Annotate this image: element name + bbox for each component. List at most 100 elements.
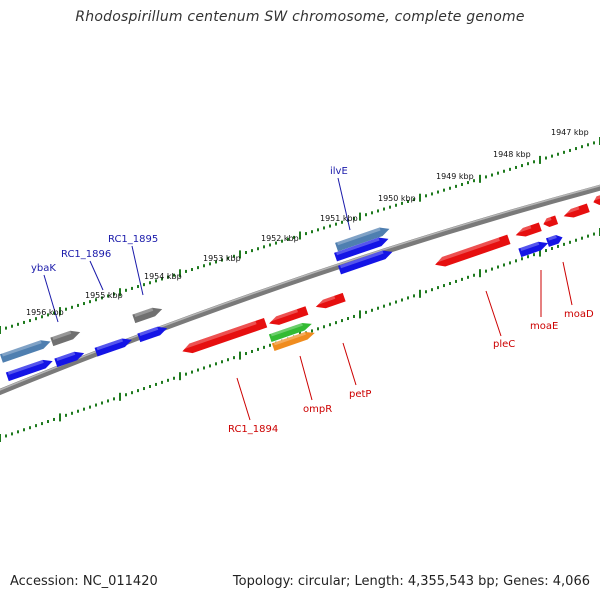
inner-scale-tick bbox=[449, 282, 451, 285]
gene-ybaK-cds bbox=[54, 351, 85, 368]
outer-scale-tick bbox=[65, 307, 67, 311]
gene-rc1-1895-pseudo-body bbox=[132, 307, 163, 324]
inner-scale-tick bbox=[203, 366, 205, 370]
outer-scale-tick bbox=[593, 141, 595, 145]
connector-moaD bbox=[562, 261, 573, 306]
inner-scale-tick bbox=[401, 298, 403, 302]
outer-scale-tick bbox=[29, 319, 31, 323]
gene-rc1-1896-cds bbox=[94, 338, 132, 357]
outer-scale-tick bbox=[143, 283, 145, 287]
connector-ybaK bbox=[43, 274, 59, 323]
inner-scale-tick bbox=[551, 246, 553, 250]
gene-moaE-cds-body bbox=[518, 241, 549, 258]
scale-label-1955: 1955 kbp bbox=[85, 291, 123, 300]
scale-label-1948: 1948 kbp bbox=[493, 150, 531, 159]
outer-scale-tick bbox=[503, 169, 505, 173]
inner-scale-tick bbox=[575, 238, 577, 242]
inner-scale-tick bbox=[425, 290, 427, 294]
inner-scale-tick bbox=[209, 364, 211, 368]
outer-scale-tick bbox=[485, 175, 487, 179]
connector-rc1-1894 bbox=[236, 377, 251, 421]
inner-scale-tick bbox=[95, 403, 97, 407]
gene-right-2 bbox=[593, 193, 600, 205]
map-title: Rhodospirillum centenum SW chromosome, c… bbox=[75, 9, 525, 25]
gene-ompR-upstream-shine bbox=[269, 309, 298, 322]
outer-scale-tick bbox=[359, 212, 361, 221]
outer-scale-tick bbox=[533, 160, 535, 164]
gene-label-rc1-1894[interactable]: RC1_1894 bbox=[228, 424, 278, 435]
gene-label-ompR[interactable]: ompR bbox=[303, 404, 332, 415]
gene-ybaK-pseudo-body bbox=[50, 330, 81, 347]
outer-scale-tick bbox=[203, 264, 205, 268]
gene-label-rc1-1896[interactable]: RC1_1896 bbox=[61, 249, 111, 260]
gene-moaD-cds bbox=[545, 234, 563, 247]
inner-scale-tick bbox=[383, 304, 385, 308]
gene-label-ybaK[interactable]: ybaK bbox=[31, 263, 56, 274]
outer-scale-tick bbox=[191, 268, 193, 272]
gene-moaE-cds bbox=[518, 241, 549, 258]
gene-pleC-shine bbox=[435, 237, 500, 263]
outer-scale-tick bbox=[0, 326, 1, 334]
inner-scale-tick bbox=[497, 265, 499, 269]
connector-petP bbox=[342, 342, 357, 386]
outer-scale-tick bbox=[431, 192, 433, 196]
inner-scale-tick bbox=[125, 393, 127, 397]
gene-label-pleC[interactable]: pleC bbox=[493, 339, 515, 350]
gene-ompR-orange bbox=[271, 331, 315, 351]
gene-ilvE-cds bbox=[334, 237, 389, 262]
outer-scale-tick bbox=[155, 279, 157, 283]
accession-text: Accession: NC_011420 bbox=[10, 574, 158, 589]
outer-scale-tick bbox=[245, 251, 247, 255]
outer-scale-tick bbox=[101, 296, 103, 300]
outer-scale-tick bbox=[35, 317, 37, 321]
gene-ybaK-rna bbox=[0, 340, 51, 363]
gene-rc1-1894 bbox=[182, 317, 268, 354]
inner-scale-tick bbox=[119, 392, 121, 401]
outer-scale-tick bbox=[479, 174, 481, 183]
inner-scale-tick bbox=[311, 329, 313, 333]
outer-scale-tick bbox=[227, 256, 229, 260]
inner-scale-tick bbox=[179, 372, 181, 381]
inner-scale-tick bbox=[437, 286, 439, 290]
forward-gene-labels: ilvE RC1_1895 RC1_1896 ybaK bbox=[31, 166, 348, 274]
outer-scale-tick bbox=[395, 203, 397, 207]
gene-label-moaE[interactable]: moaE bbox=[530, 321, 558, 332]
gene-label-ilvE[interactable]: ilvE bbox=[330, 166, 348, 177]
outer-scale-tick bbox=[353, 216, 355, 220]
outer-scale-tick bbox=[407, 199, 409, 203]
outer-scale-tick bbox=[323, 226, 325, 230]
inner-scale-tick bbox=[395, 300, 397, 304]
gene-moaD-cds-body bbox=[545, 234, 563, 247]
gene-ompR-green-shine bbox=[270, 322, 303, 337]
outer-scale-tick bbox=[473, 179, 475, 183]
gene-rc1-1895-cds-body bbox=[137, 326, 168, 343]
inner-scale-tick bbox=[461, 277, 463, 281]
gene-ilvE-rna bbox=[335, 227, 390, 252]
inner-scale-tick bbox=[485, 269, 487, 273]
inner-scale-tick bbox=[443, 284, 445, 288]
gene-label-rc1-1895[interactable]: RC1_1895 bbox=[108, 234, 158, 245]
outer-scale-tick bbox=[545, 156, 547, 160]
outer-scale-tick bbox=[215, 260, 217, 264]
inner-scale-tick bbox=[47, 420, 49, 424]
outer-scale-tick bbox=[11, 324, 13, 328]
outer-scale-tick bbox=[161, 277, 163, 281]
gene-moaD bbox=[543, 215, 559, 227]
inner-scale-tick bbox=[59, 413, 61, 422]
outer-scale-tick bbox=[95, 298, 97, 302]
gene-label-moaD[interactable]: moaD bbox=[564, 309, 594, 320]
inner-scale-tick bbox=[389, 302, 391, 306]
gene-moaD-cds-shine bbox=[547, 234, 557, 241]
inner-scale-tick bbox=[0, 434, 1, 442]
scale-ticks bbox=[0, 137, 600, 442]
outer-scale-tick bbox=[77, 303, 79, 307]
outer-scale-tick bbox=[137, 285, 139, 289]
gene-left-cds-shine bbox=[7, 359, 44, 375]
gene-label-petP[interactable]: petP bbox=[349, 389, 371, 400]
outer-scale-tick bbox=[449, 186, 451, 190]
gene-ilvE-cds-shine bbox=[335, 237, 380, 256]
gene-right-1-body bbox=[563, 203, 590, 218]
inner-scale-tick bbox=[503, 263, 505, 267]
outer-scale-tick bbox=[173, 273, 175, 277]
